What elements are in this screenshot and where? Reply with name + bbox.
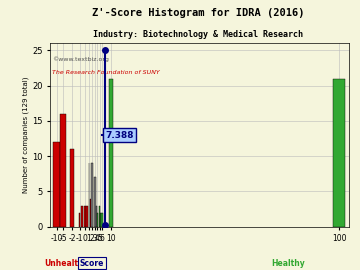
- Bar: [81, 206, 83, 227]
- Text: The Research Foundation of SUNY: The Research Foundation of SUNY: [52, 70, 159, 75]
- Bar: [94, 177, 96, 227]
- Y-axis label: Number of companies (129 total): Number of companies (129 total): [23, 77, 30, 193]
- Bar: [86, 206, 88, 227]
- Text: Healthy: Healthy: [271, 259, 305, 268]
- Bar: [102, 213, 103, 227]
- Bar: [90, 198, 91, 227]
- Text: Unhealthy: Unhealthy: [45, 259, 89, 268]
- Bar: [96, 206, 97, 227]
- Text: Industry: Biotechnology & Medical Research: Industry: Biotechnology & Medical Resear…: [93, 30, 303, 39]
- Text: 7.388: 7.388: [105, 130, 134, 140]
- Bar: [78, 213, 80, 227]
- Bar: [91, 163, 93, 227]
- Bar: [60, 114, 66, 227]
- Bar: [84, 206, 86, 227]
- Bar: [333, 79, 345, 227]
- Bar: [99, 206, 100, 227]
- Text: Score: Score: [80, 259, 104, 268]
- Bar: [89, 163, 90, 227]
- Bar: [54, 142, 60, 227]
- Text: ©www.textbiz.org: ©www.textbiz.org: [52, 56, 109, 62]
- Bar: [109, 79, 113, 227]
- Text: Z'-Score Histogram for IDRA (2016): Z'-Score Histogram for IDRA (2016): [92, 8, 304, 18]
- Bar: [70, 149, 74, 227]
- Bar: [100, 213, 101, 227]
